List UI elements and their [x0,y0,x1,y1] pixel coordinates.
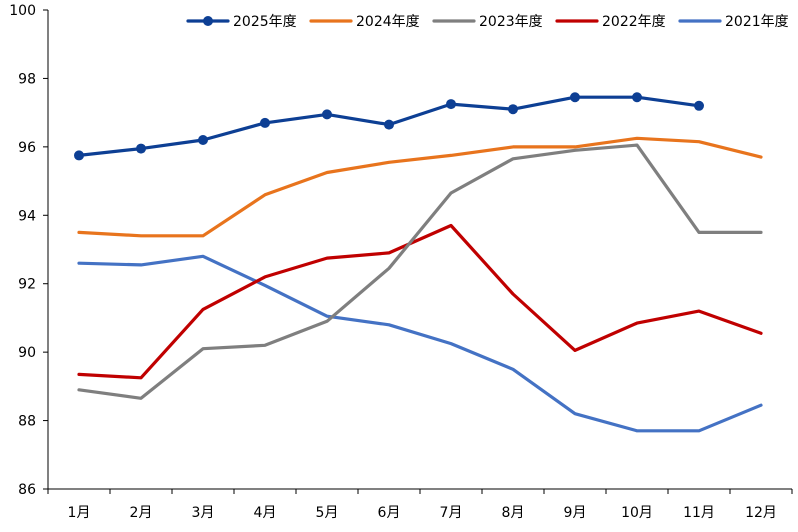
series-line [77,223,763,380]
x-tick-label: 7月 [440,505,463,521]
legend-label: 2023年度 [479,14,543,30]
legend: 2025年度 2024年度 2023年度 2022年度 2021年度 [186,14,789,30]
data-point [136,143,146,154]
legend-item: 2021年度 [678,14,789,30]
series-2025年度 [74,92,704,161]
data-point [570,92,580,103]
x-tick-label: 12月 [745,505,777,521]
series-line [77,254,763,433]
y-tick-label: 94 [18,208,36,224]
series-line [77,136,763,238]
legend-marker [203,16,213,26]
series-2024年度 [77,136,763,238]
legend-label: 2025年度 [233,14,297,30]
y-tick-label: 100 [9,3,36,19]
y-tick-label: 96 [18,140,36,156]
legend-item: 2025年度 [186,14,297,30]
data-point [322,109,332,120]
y-tick-label: 92 [18,277,36,293]
y-tick-label: 86 [18,482,36,498]
series-2021年度 [77,254,763,433]
legend-item: 2024年度 [309,14,420,30]
legend-label: 2024年度 [356,14,420,30]
y-tick-label: 90 [18,345,36,361]
x-tick-label: 1月 [68,505,91,521]
legend-item: 2022年度 [555,14,666,30]
data-point [260,117,270,128]
x-tick-label: 2月 [130,505,153,521]
legend-item: 2023年度 [432,14,543,30]
data-point [74,150,84,161]
data-point [694,100,704,111]
x-tick-label: 11月 [683,505,715,521]
legend-label: 2022年度 [602,14,666,30]
x-tick-label: 6月 [378,505,401,521]
axes-layer: 86 88 90 92 94 96 98 100 1月 2月 3月 4月 5月 6月 7月 8月 9月 10月 11… [9,3,793,521]
x-tick-label: 10月 [621,505,653,521]
series-layer [74,92,763,433]
data-point [446,99,456,110]
legend-label: 2021年度 [725,14,789,30]
x-tick-label: 9月 [564,505,587,521]
x-tick-label: 8月 [502,505,525,521]
data-point [632,92,642,103]
y-tick-label: 98 [18,71,36,87]
data-point [384,119,394,130]
data-point [198,135,208,146]
data-point [508,104,518,115]
series-2022年度 [77,223,763,380]
series-line [77,143,763,400]
y-tick-label: 88 [18,414,36,430]
series-2023年度 [77,143,763,400]
x-tick-label: 3月 [192,505,215,521]
x-tick-label: 5月 [316,505,339,521]
x-tick-label: 4月 [254,505,277,521]
